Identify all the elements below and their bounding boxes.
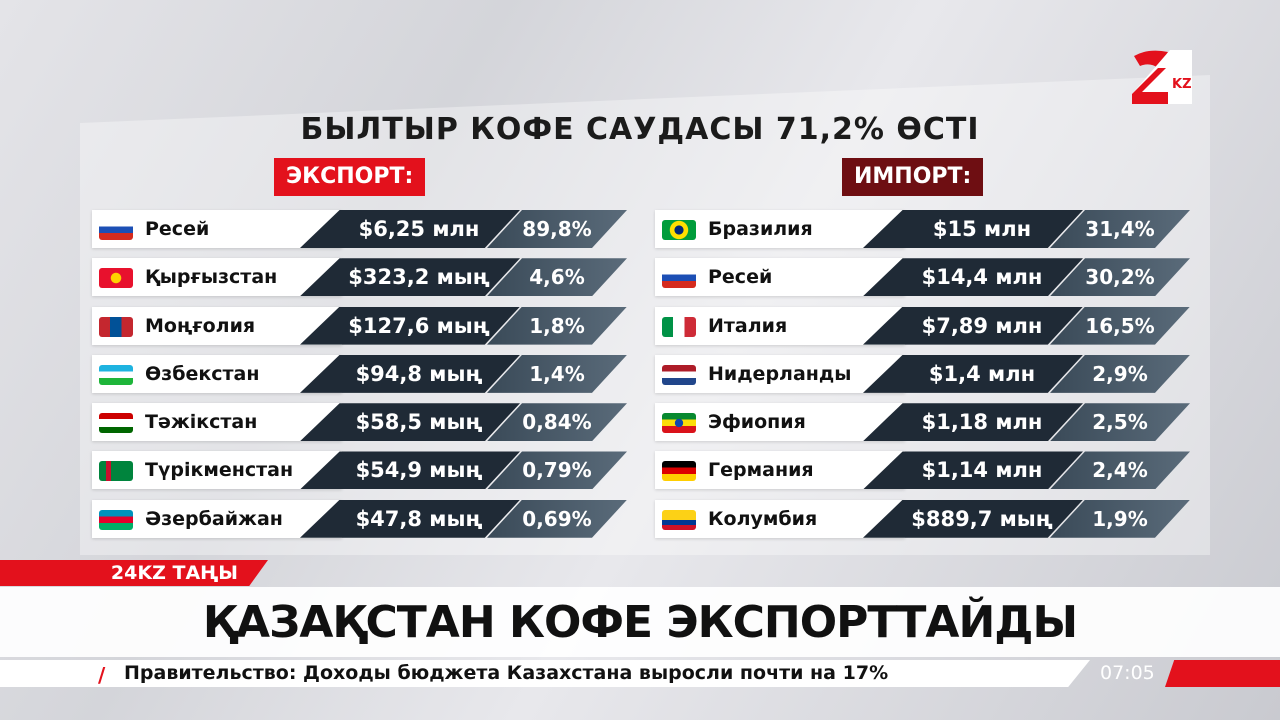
turkmenistan-flag-icon: [99, 461, 133, 482]
table-row: Тәжікстан $58,5 мың 0,84%: [92, 403, 627, 442]
country-name: Ресей: [708, 266, 773, 289]
country-name: Өзбекстан: [145, 362, 260, 385]
country-cell: Тәжікстан: [92, 403, 342, 442]
table-row: Колумбия $889,7 мың 1,9%: [655, 499, 1190, 538]
export-table: Ресей $6,25 млн 89,8% Қырғызстан $323,2 …: [92, 210, 627, 548]
table-row: Әзербайжан $47,8 мың 0,69%: [92, 499, 627, 538]
country-name: Бразилия: [708, 218, 813, 240]
value-cell: $54,9 мың: [300, 451, 520, 490]
country-cell: Өзбекстан: [92, 354, 342, 393]
program-tag: 24KZ ТАҢЫ: [0, 560, 268, 586]
country-cell: Германия: [655, 451, 905, 490]
ticker-accent: [1165, 660, 1280, 687]
value-cell: $127,6 мың: [300, 306, 520, 345]
country-cell: Қырғызстан: [92, 258, 342, 297]
country-name: Ресей: [145, 218, 210, 240]
table-row: Ресей $6,25 млн 89,8%: [92, 210, 627, 248]
value-cell: $14,4 млн: [863, 258, 1083, 297]
headline: ҚАЗАҚСТАН КОФЕ ЭКСПОРТТАЙДЫ: [0, 587, 1280, 657]
country-cell: Бразилия: [655, 210, 905, 248]
table-row: Ресей $14,4 млн 30,2%: [655, 258, 1190, 297]
export-header: ЭКСПОРТ:: [274, 158, 426, 196]
country-cell: Моңғолия: [92, 306, 342, 345]
table-row: Қырғызстан $323,2 мың 4,6%: [92, 258, 627, 297]
netherlands-flag-icon: [662, 364, 696, 385]
country-cell: Нидерланды: [655, 354, 905, 393]
channel-logo: KZ: [1132, 50, 1192, 104]
table-row: Моңғолия $127,6 мың 1,8%: [92, 306, 627, 345]
country-name: Германия: [708, 459, 814, 482]
country-name: Италия: [708, 314, 788, 337]
colombia-flag-icon: [662, 509, 696, 530]
value-cell: $323,2 мың: [300, 258, 520, 297]
country-cell: Италия: [655, 306, 905, 345]
table-row: Түрікменстан $54,9 мың 0,79%: [92, 451, 627, 490]
country-name: Қырғызстан: [145, 266, 278, 289]
news-ticker: / Правительство: Доходы бюджета Казахста…: [0, 660, 1090, 687]
clock: 07:05: [1100, 662, 1155, 684]
page-title: БЫЛТЫР КОФЕ САУДАСЫ 71,2% ӨСТІ: [300, 112, 980, 147]
value-cell: $889,7 мың: [863, 499, 1083, 538]
mongolia-flag-icon: [99, 316, 133, 337]
country-cell: Әзербайжан: [92, 499, 342, 538]
country-name: Түрікменстан: [145, 459, 294, 482]
ticker-text: Правительство: Доходы бюджета Казахстана…: [124, 662, 889, 684]
russia-flag-icon: [99, 220, 133, 240]
value-cell: $1,14 млн: [863, 451, 1083, 490]
country-name: Эфиопия: [708, 411, 806, 434]
table-row: Өзбекстан $94,8 мың 1,4%: [92, 354, 627, 393]
country-cell: Ресей: [655, 258, 905, 297]
value-cell: $47,8 мың: [300, 499, 520, 538]
import-table: Бразилия $15 млн 31,4% Ресей $14,4 млн 3…: [655, 210, 1190, 548]
country-cell: Түрікменстан: [92, 451, 342, 490]
svg-text:KZ: KZ: [1172, 77, 1192, 92]
country-cell: Ресей: [92, 210, 342, 248]
italy-flag-icon: [662, 316, 696, 337]
value-cell: $15 млн: [863, 210, 1083, 248]
share-cell: 30,2%: [1050, 258, 1190, 297]
germany-flag-icon: [662, 461, 696, 482]
table-row: Эфиопия $1,18 млн 2,5%: [655, 403, 1190, 442]
country-name: Тәжікстан: [145, 411, 258, 434]
russia-flag-icon: [662, 268, 696, 289]
country-name: Нидерланды: [708, 362, 852, 385]
country-name: Моңғолия: [145, 314, 256, 337]
country-cell: Эфиопия: [655, 403, 905, 442]
value-cell: $58,5 мың: [300, 403, 520, 442]
import-header: ИМПОРТ:: [842, 158, 984, 196]
azerbaijan-flag-icon: [99, 509, 133, 530]
brazil-flag-icon: [662, 220, 696, 240]
value-cell: $1,18 млн: [863, 403, 1083, 442]
value-cell: $1,4 млн: [863, 354, 1083, 393]
country-name: Колумбия: [708, 507, 818, 530]
table-row: Германия $1,14 млн 2,4%: [655, 451, 1190, 490]
uzbekistan-flag-icon: [99, 364, 133, 385]
country-name: Әзербайжан: [145, 507, 283, 530]
value-cell: $6,25 млн: [300, 210, 520, 248]
country-cell: Колумбия: [655, 499, 905, 538]
ethiopia-flag-icon: [662, 413, 696, 434]
slash-icon: /: [98, 663, 106, 687]
value-cell: $94,8 мың: [300, 354, 520, 393]
table-row: Бразилия $15 млн 31,4%: [655, 210, 1190, 248]
kyrgyzstan-flag-icon: [99, 268, 133, 289]
table-row: Италия $7,89 млн 16,5%: [655, 306, 1190, 345]
value-cell: $7,89 млн: [863, 306, 1083, 345]
tajikistan-flag-icon: [99, 413, 133, 434]
table-row: Нидерланды $1,4 млн 2,9%: [655, 354, 1190, 393]
